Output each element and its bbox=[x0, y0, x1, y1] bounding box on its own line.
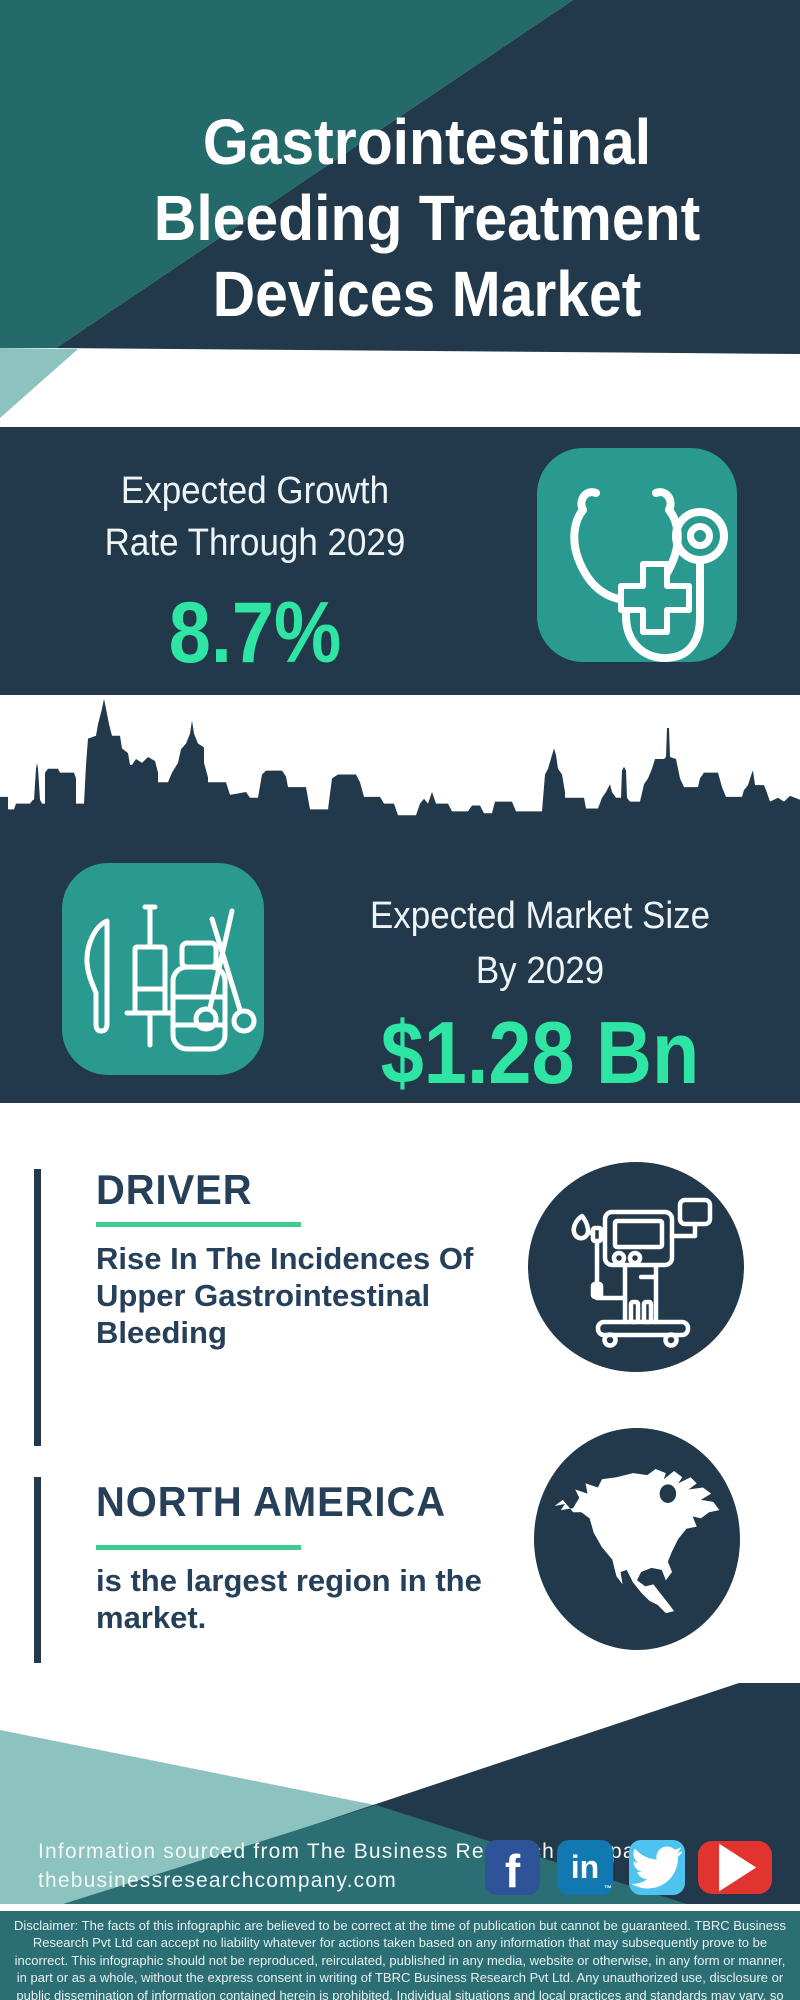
growth-rate-panel: Expected Growth Rate Through 2029 8.7% bbox=[0, 427, 800, 695]
region-heading: NORTH AMERICA bbox=[96, 1478, 447, 1525]
endoscopy-machine-icon bbox=[528, 1162, 744, 1372]
disclaimer-band: Disclaimer: The facts of this infographi… bbox=[0, 1911, 800, 2000]
header-banner: Gastrointestinal Bleeding Treatment Devi… bbox=[0, 0, 800, 420]
twitter-icon[interactable] bbox=[629, 1840, 685, 1895]
driver-text: Rise In The Incidences Of Upper Gastroin… bbox=[96, 1241, 474, 1350]
city-skyline-silhouette bbox=[0, 698, 800, 855]
source-website-link[interactable]: thebusinessresearchcompany.com bbox=[38, 1869, 397, 1892]
disclaimer-text: Disclaimer: The facts of this infographi… bbox=[14, 1918, 786, 2000]
page-title: Gastrointestinal Bleeding Treatment Devi… bbox=[84, 104, 770, 332]
driver-heading: DRIVER bbox=[96, 1166, 253, 1213]
page-title-line3: Devices Market bbox=[212, 258, 642, 330]
linkedin-tm-mark: ™ bbox=[604, 1884, 612, 1893]
region-accent-bar bbox=[34, 1477, 41, 1663]
region-underline bbox=[96, 1545, 301, 1550]
growth-text-block: Expected Growth Rate Through 2029 8.7% bbox=[25, 465, 485, 679]
youtube-play-glyph bbox=[719, 1843, 757, 1892]
stethoscope-icon bbox=[537, 448, 737, 662]
market-size-panel: Expected Market Size By 2029 $1.28 Bn bbox=[0, 855, 800, 1103]
region-text: is the largest region in the market. bbox=[96, 1563, 482, 1635]
twitter-bird-glyph bbox=[631, 1846, 683, 1889]
market-value: $1.28 Bn bbox=[380, 1003, 700, 1102]
page-title-line2: Bleeding Treatment bbox=[153, 182, 701, 254]
driver-accent-bar bbox=[34, 1169, 41, 1446]
footer-separator-line bbox=[0, 1904, 800, 1911]
market-text-block: Expected Market Size By 2029 $1.28 Bn bbox=[320, 889, 760, 1099]
page-title-line1: Gastrointestinal bbox=[202, 106, 652, 178]
surgical-tools-icon bbox=[62, 863, 264, 1075]
facebook-icon[interactable]: f bbox=[485, 1840, 540, 1897]
growth-value: 8.7% bbox=[168, 585, 342, 681]
north-america-map-icon bbox=[534, 1428, 740, 1650]
driver-underline bbox=[96, 1222, 301, 1227]
footer-band: Information sourced from The Business Re… bbox=[0, 1683, 800, 1905]
market-label: Expected Market Size By 2029 bbox=[369, 895, 711, 992]
growth-label: Expected Growth Rate Through 2029 bbox=[104, 470, 406, 564]
linkedin-icon[interactable]: in ™ bbox=[557, 1840, 613, 1895]
youtube-icon[interactable] bbox=[698, 1841, 772, 1894]
